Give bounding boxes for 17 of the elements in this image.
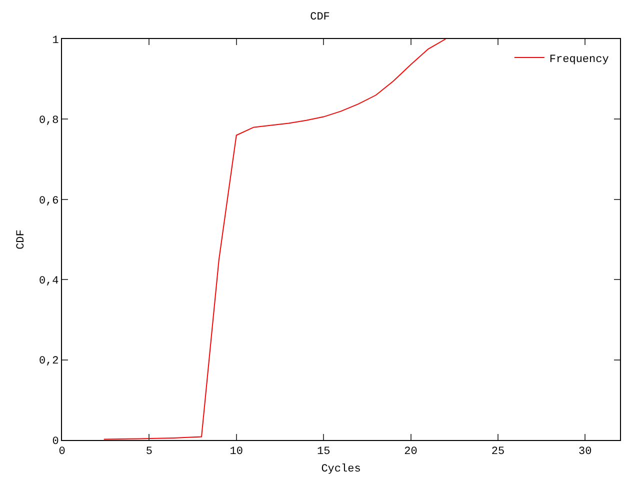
x-tick-label: 30 — [578, 446, 592, 458]
line-series — [103, 39, 446, 440]
chart-title: CDF — [310, 12, 330, 24]
x-tick-label: 10 — [230, 446, 243, 458]
y-tick-label: 0,8 — [38, 115, 59, 128]
x-tick-label: 20 — [404, 446, 418, 458]
legend-label: Frequency — [549, 54, 610, 66]
y-tick-label: 0,4 — [38, 275, 60, 288]
x-tick-label: 25 — [491, 446, 505, 458]
y-tick-label: 1 — [52, 34, 60, 47]
x-tick-label: 5 — [146, 446, 152, 458]
x-axis-title: Cycles — [321, 463, 361, 476]
x-tick-label: 15 — [316, 446, 330, 458]
y-tick-label: 0 — [52, 436, 59, 448]
y-tick-label: 0,6 — [38, 195, 59, 208]
y-tick-label: 0,2 — [38, 356, 59, 368]
y-axis-title: CDF — [16, 230, 28, 250]
